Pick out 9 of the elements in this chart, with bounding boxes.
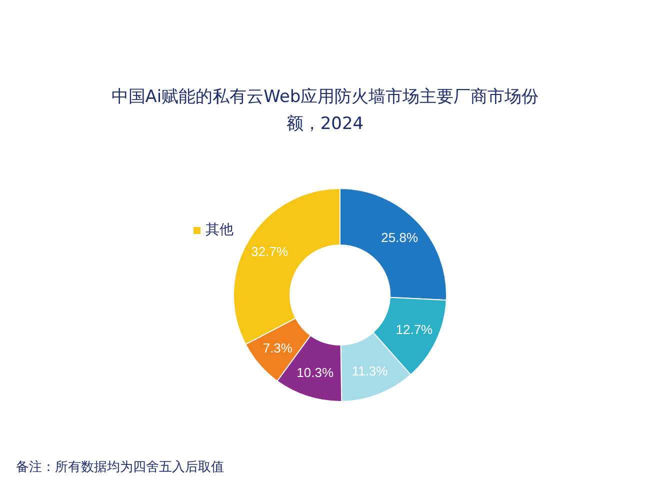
data-label: 10.3% xyxy=(296,364,334,380)
data-label: 7.3% xyxy=(262,340,293,356)
data-label: 25.8% xyxy=(381,230,418,245)
legend-label: 其他 xyxy=(206,222,234,238)
data-label: 12.7% xyxy=(396,322,434,338)
data-label: 11.3% xyxy=(352,363,388,378)
chart-title: 中国Ai赋能的私有云Web应用防火墙市场主要厂商市场份额，2024 xyxy=(110,86,540,136)
data-label: 32.7% xyxy=(251,244,288,259)
text: 备注：所有数据均为四舍五入后取值 xyxy=(16,459,224,476)
